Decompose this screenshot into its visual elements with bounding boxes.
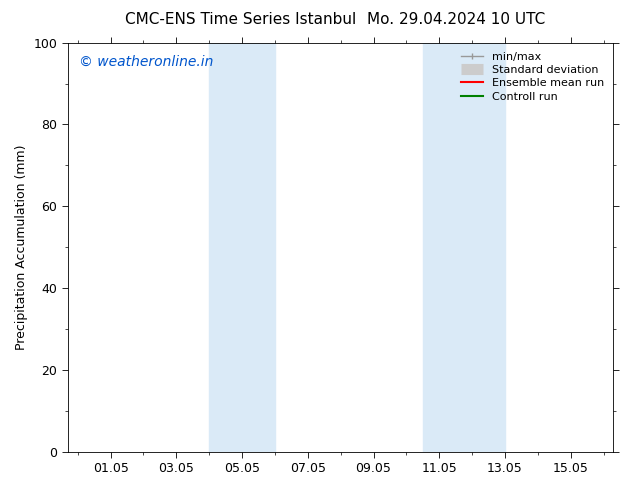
- Bar: [456, 43, 505, 452]
- Bar: [423, 43, 456, 452]
- Legend: min/max, Standard deviation, Ensemble mean run, Controll run: min/max, Standard deviation, Ensemble me…: [456, 47, 609, 106]
- Text: Mo. 29.04.2024 10 UTC: Mo. 29.04.2024 10 UTC: [367, 12, 546, 27]
- Bar: [242, 43, 275, 452]
- Text: © weatheronline.in: © weatheronline.in: [79, 55, 213, 69]
- Text: CMC-ENS Time Series Istanbul: CMC-ENS Time Series Istanbul: [126, 12, 356, 27]
- Bar: [209, 43, 242, 452]
- Y-axis label: Precipitation Accumulation (mm): Precipitation Accumulation (mm): [15, 145, 28, 350]
